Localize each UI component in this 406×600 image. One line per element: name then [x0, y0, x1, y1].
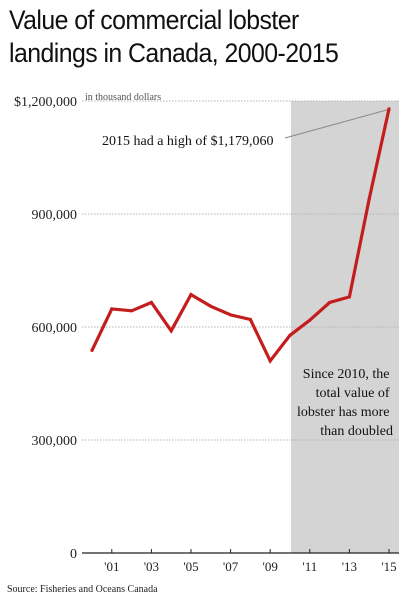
x-tick-label: '03 [144, 559, 159, 574]
data-point [110, 307, 114, 311]
source-note: Source: Fisheries and Oceans Canada [7, 584, 158, 595]
series-points [90, 107, 391, 363]
data-point [169, 329, 173, 333]
doubled-annotation-line: Since 2010, the [303, 367, 390, 382]
unit-note: in thousand dollars [85, 92, 161, 103]
data-point [268, 359, 272, 363]
y-tick-label: 600,000 [32, 321, 78, 336]
y-tick-label: 900,000 [32, 208, 78, 223]
doubled-annotation-line: total value of [316, 386, 390, 401]
doubled-annotation-line: than doubled [320, 424, 393, 439]
peak-annotation: 2015 had a high of $1,179,060 [102, 134, 273, 149]
gridlines [82, 100, 399, 554]
data-point [387, 107, 391, 111]
x-tick-label: '05 [183, 559, 198, 574]
data-point [149, 300, 153, 305]
x-tick-label: '01 [104, 559, 119, 574]
data-point [328, 300, 332, 305]
y-axis-ticks: 0 300,000 600,000 900,000 $1,200,000 [14, 95, 77, 562]
x-tick-label: '09 [263, 559, 278, 574]
data-point [209, 304, 213, 308]
doubled-annotation: Since 2010, the total value of lobster h… [297, 367, 393, 439]
data-point [308, 318, 312, 322]
x-tick-label: '13 [342, 559, 357, 574]
doubled-annotation-line: lobster has more [297, 405, 390, 420]
y-tick-label: 300,000 [32, 434, 78, 449]
data-point [288, 333, 292, 337]
x-tick-label: '07 [223, 559, 239, 574]
peak-leader-line [284, 109, 388, 139]
data-point [90, 348, 94, 352]
series-line [90, 108, 391, 364]
x-tick-label: '15 [381, 559, 396, 574]
data-point [229, 313, 233, 317]
data-point [189, 293, 193, 297]
y-tick-label: $1,200,000 [14, 95, 77, 110]
data-point [367, 197, 371, 201]
x-axis-ticks: '01 '03 '05 '07 '09 '11 '13 '15 [104, 549, 397, 574]
y-tick-label: 0 [70, 547, 77, 562]
chart-title: Value of commercial lobster landings in … [9, 5, 339, 68]
x-tick-label: '11 [302, 559, 317, 574]
data-point [248, 317, 252, 322]
data-point [130, 309, 134, 313]
data-point [347, 295, 351, 299]
highlight-region-since-2010 [291, 101, 399, 553]
